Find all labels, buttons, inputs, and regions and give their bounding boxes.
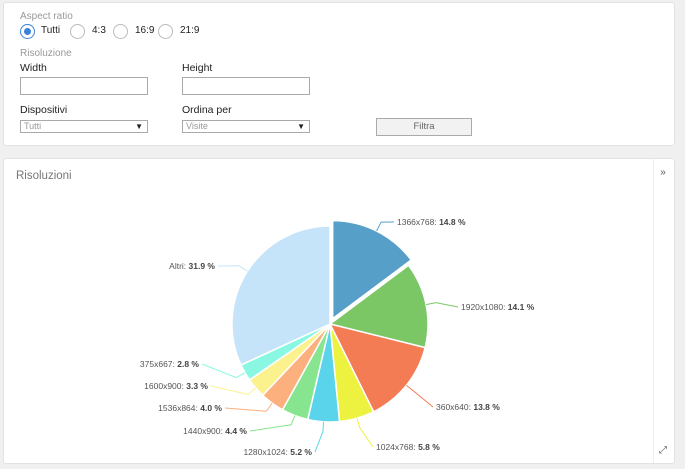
pie-connector (210, 385, 257, 396)
radio-21-9-label: 21:9 (180, 25, 200, 36)
pie-label: 375x667: 2.8 % (140, 359, 200, 369)
radio-4-3[interactable] (70, 24, 85, 39)
pie-label: Altri: 31.9 % (169, 261, 215, 271)
caret-down-icon: ▼ (135, 122, 143, 131)
devices-select-value: Tutti (24, 121, 42, 131)
pie-slice-1920x1080[interactable] (328, 264, 429, 349)
radio-21-9[interactable] (158, 24, 173, 39)
pie-label: 360x640: 13.8 % (436, 402, 500, 412)
side-strip (653, 159, 674, 463)
radio-tutti-label: Tutti (41, 25, 61, 36)
pie-connector (249, 415, 296, 432)
pie-label: 1024x768: 5.8 % (376, 442, 440, 452)
pie-connector (314, 421, 325, 453)
devices-select[interactable]: Tutti ▼ (20, 120, 148, 133)
order-label: Ordina per (182, 104, 232, 116)
expand-diagonal-icon[interactable]: ⤢ (659, 445, 667, 456)
pie-slice-360x640[interactable] (328, 322, 427, 413)
double-chevron-right-icon[interactable]: » (660, 167, 666, 178)
height-label: Height (182, 62, 213, 74)
filters-panel: Aspect ratio Tutti 4:3 16:9 21:9 Risoluz… (3, 2, 675, 146)
pie-connector (217, 265, 248, 272)
caret-down-icon: ▼ (297, 122, 305, 131)
pie-label: 1366x768: 14.8 % (397, 217, 466, 227)
pie-label: 1600x900: 3.3 % (144, 381, 208, 391)
aspect-ratio-label: Aspect ratio (20, 11, 73, 22)
pie-connector (224, 402, 273, 412)
height-input[interactable] (182, 77, 310, 95)
pie-label: 1280x1024: 5.2 % (243, 447, 312, 457)
pie-connector (425, 302, 459, 308)
radio-16-9-label: 16:9 (135, 25, 155, 36)
order-select-value: Visite (186, 121, 208, 131)
width-input[interactable] (20, 77, 148, 95)
pie-connector (376, 221, 395, 232)
pie-label: 1920x1080: 14.1 % (461, 302, 535, 312)
pie-label: 1440x900: 4.4 % (183, 426, 247, 436)
resolution-label: Risoluzione (20, 48, 72, 59)
pie-connector (201, 363, 246, 379)
pie-connector (356, 418, 374, 448)
radio-16-9[interactable] (113, 24, 128, 39)
radio-4-3-label: 4:3 (92, 25, 106, 36)
pie-connector (406, 384, 434, 408)
chart-panel: Risoluzioni » ⤢ 1366x768: 14.8 % 1920x108… (3, 158, 675, 464)
width-label: Width (20, 62, 47, 74)
order-select[interactable]: Visite ▼ (182, 120, 310, 133)
pie-label: 1536x864: 4.0 % (158, 403, 222, 413)
filter-button[interactable]: Filtra (376, 118, 472, 136)
chart-title: Risoluzioni (16, 170, 72, 182)
devices-label: Dispositivi (20, 104, 68, 116)
radio-tutti[interactable] (20, 24, 35, 39)
pie-chart: 1366x768: 14.8 % 1920x1080: 14.1 % 360x640… (140, 217, 535, 457)
